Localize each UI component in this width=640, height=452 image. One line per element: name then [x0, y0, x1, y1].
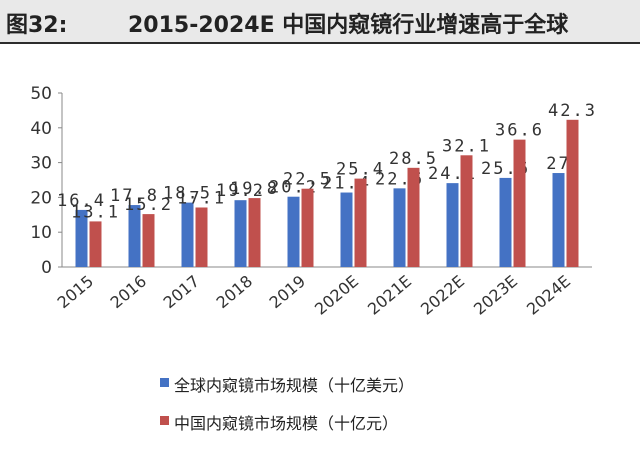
x-tick-label: 2015	[54, 272, 97, 313]
bar-chart: 0102030405016.413.1201517.815.2201618.51…	[30, 84, 597, 319]
x-tick-label: 2020E	[311, 272, 362, 319]
y-tick-label: 20	[30, 188, 52, 208]
bar-china-2024E	[566, 119, 579, 268]
data-label-china: 42.3	[548, 101, 597, 121]
data-label-china: 22.5	[283, 170, 332, 190]
x-tick-label: 2022E	[417, 272, 468, 319]
y-tick-label: 30	[30, 154, 52, 174]
data-label-china: 13.1	[71, 202, 120, 222]
bar-china-2019	[301, 188, 314, 267]
bar-global-2022E	[446, 183, 459, 267]
data-label-china: 17.1	[177, 188, 226, 208]
legend-swatch-china	[160, 416, 169, 425]
legend-label-global: 全球内窥镜市场规模（十亿美元）	[174, 376, 415, 395]
bar-global-2021E	[393, 188, 406, 267]
bar-global-2015	[75, 209, 88, 267]
x-tick-label: 2023E	[470, 272, 521, 319]
bar-china-2021E	[407, 167, 420, 267]
x-tick-label: 2024E	[523, 272, 574, 319]
data-label-china: 19.8	[230, 179, 279, 199]
data-label-global: 27	[546, 154, 570, 174]
bar-global-2019	[287, 196, 300, 267]
data-label-global: 17.8	[110, 186, 159, 206]
bar-global-2024E	[552, 173, 565, 267]
bar-global-2023E	[499, 177, 512, 267]
legend-swatch-global	[160, 378, 169, 387]
bar-china-2022E	[460, 155, 473, 267]
y-tick-label: 50	[30, 84, 52, 104]
data-label-global: 18.5	[163, 184, 212, 204]
bar-global-2020E	[340, 192, 353, 267]
x-tick-label: 2021E	[364, 272, 415, 319]
bar-china-2020E	[354, 178, 367, 267]
bar-china-2018	[248, 198, 261, 267]
figure-title: 2015-2024E 中国内窥镜行业增速高于全球	[128, 13, 569, 38]
data-label-china: 36.6	[495, 121, 544, 141]
y-tick-label: 0	[41, 258, 52, 278]
bar-china-2015	[89, 221, 102, 267]
bar-global-2016	[128, 205, 141, 267]
legend-label-china: 中国内窥镜市场规模（十亿元）	[174, 414, 399, 433]
y-tick-label: 40	[30, 119, 52, 139]
data-label-global: 16.4	[57, 191, 106, 211]
figure-header: 图32: 2015-2024E 中国内窥镜行业增速高于全球	[0, 0, 640, 44]
figure-label: 图32:	[6, 13, 68, 38]
data-label-china: 28.5	[389, 149, 438, 169]
x-tick-label: 2019	[266, 272, 309, 313]
x-tick-label: 2016	[107, 272, 150, 313]
data-label-china: 32.1	[442, 136, 491, 156]
bar-china-2023E	[513, 139, 526, 267]
x-tick-label: 2017	[160, 272, 203, 313]
bar-global-2018	[234, 200, 247, 267]
data-label-global: 19.2	[216, 181, 265, 201]
x-tick-label: 2018	[213, 272, 256, 313]
bar-china-2017	[195, 207, 208, 267]
bar-china-2016	[142, 214, 155, 267]
data-label-china: 25.4	[336, 160, 385, 180]
y-tick-label: 10	[30, 223, 52, 243]
data-label-china: 15.2	[124, 195, 173, 215]
bar-global-2017	[181, 202, 194, 267]
